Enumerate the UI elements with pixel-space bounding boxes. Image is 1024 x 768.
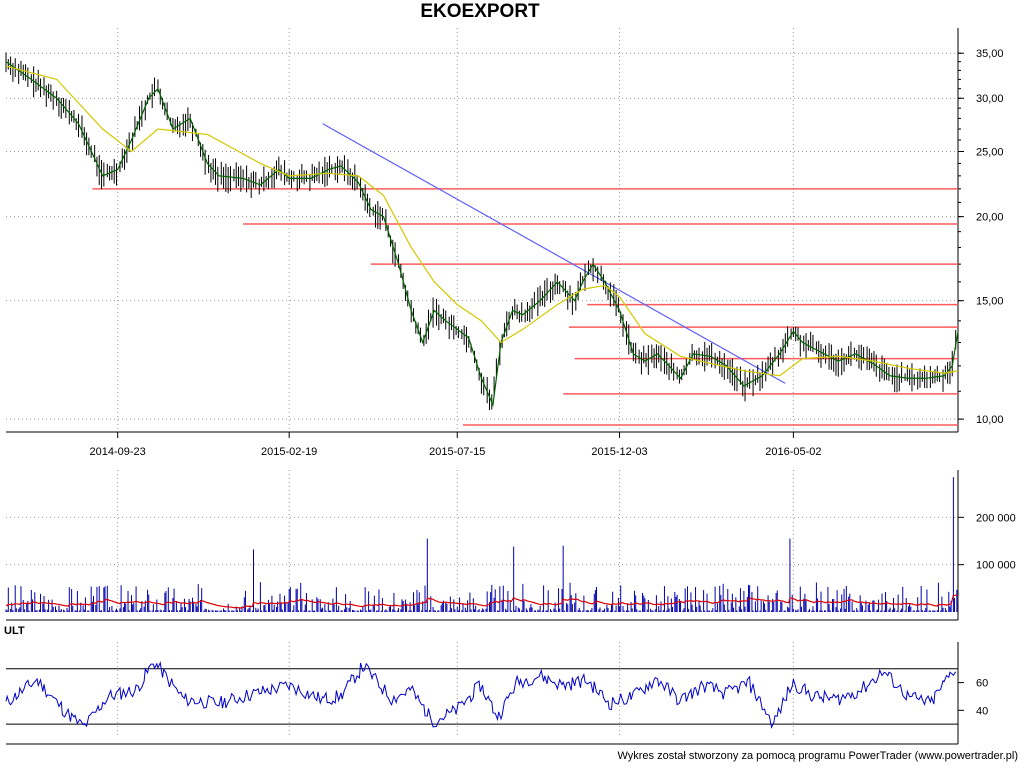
volume-y-tick-label: 100 000 — [976, 560, 1016, 572]
price-y-tick-label: 10,00 — [976, 414, 1004, 426]
price-panel — [5, 52, 959, 426]
close-line — [5, 61, 959, 408]
price-y-tick-label: 25,00 — [976, 146, 1004, 158]
x-tick-label: 2015-02-19 — [261, 446, 317, 458]
trend-line — [322, 123, 786, 384]
x-tick-label: 2014-09-23 — [90, 446, 146, 458]
x-tick-label: 2015-12-03 — [591, 446, 647, 458]
grid-lines — [6, 28, 958, 738]
chart-title: EKOEXPORT — [420, 1, 540, 22]
footer-credit: Wykres został stworzony za pomocą progra… — [617, 750, 1018, 762]
ult-line — [5, 661, 957, 729]
ult-y-tick-label: 40 — [976, 705, 988, 717]
panel-frames — [6, 28, 959, 745]
volume-panel — [5, 477, 958, 612]
axis-labels: 2014-09-23 2015-02-19 2015-07-15 2015-12-03… — [90, 48, 1016, 717]
x-tick-label: 2015-07-15 — [429, 446, 485, 458]
price-y-tick-label: 15,00 — [976, 296, 1004, 308]
price-y-tick-label: 30,00 — [976, 93, 1004, 105]
ult-y-tick-label: 60 — [976, 678, 988, 690]
moving-average-line — [5, 65, 959, 377]
volume-average-line — [5, 594, 957, 609]
x-tick-label: 2016-05-02 — [765, 446, 821, 458]
volume-y-tick-label: 200 000 — [976, 512, 1016, 524]
price-y-tick-label: 20,00 — [976, 212, 1004, 224]
price-y-tick-label: 35,00 — [976, 48, 1004, 60]
ult-panel — [5, 661, 958, 729]
indicator-label: ULT — [4, 625, 25, 637]
